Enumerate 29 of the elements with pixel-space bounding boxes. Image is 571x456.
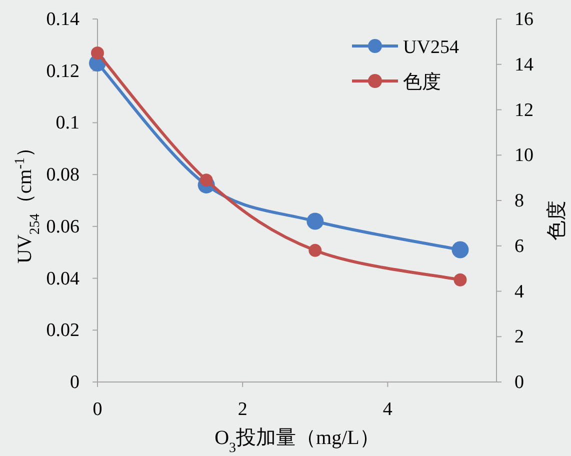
y-tick-label: 0.02	[46, 320, 80, 342]
point	[91, 46, 104, 60]
y2-tick-label: 2	[514, 326, 524, 348]
y-tick-label: 0	[70, 372, 80, 393]
x-tick-label: 4	[382, 399, 393, 420]
y2-tick-label: 12	[514, 100, 534, 121]
x-tick-label: 0	[92, 399, 102, 420]
point	[306, 212, 324, 230]
y-tick-label: 0.12	[46, 60, 80, 82]
y-tick-label: 0.06	[46, 216, 80, 238]
x-tick-label: 2	[238, 399, 248, 420]
y2-tick-label: 16	[514, 9, 534, 30]
y-tick-label: 0.1	[56, 112, 80, 134]
y2-tick-label: 0	[514, 372, 524, 393]
y2-tick-label: 8	[514, 190, 524, 212]
y2-axis-title: 色度	[546, 200, 568, 240]
legend-label: UV254	[403, 37, 460, 58]
y-tick-label: 0.04	[46, 268, 80, 290]
point	[454, 273, 467, 286]
y-tick-label: 0.08	[46, 164, 80, 186]
y2-tick-label: 14	[514, 54, 534, 76]
y2-tick-label: 6	[514, 236, 524, 257]
legend-label: 色度	[403, 71, 441, 93]
y2-tick-label: 10	[514, 145, 534, 166]
x-axis-title: O$_{3}$投加量（mg/L）	[214, 427, 380, 456]
point	[452, 241, 469, 258]
y2-tick-label: 4	[514, 281, 524, 302]
point	[308, 244, 322, 257]
y-tick-label: 0.14	[46, 9, 80, 30]
